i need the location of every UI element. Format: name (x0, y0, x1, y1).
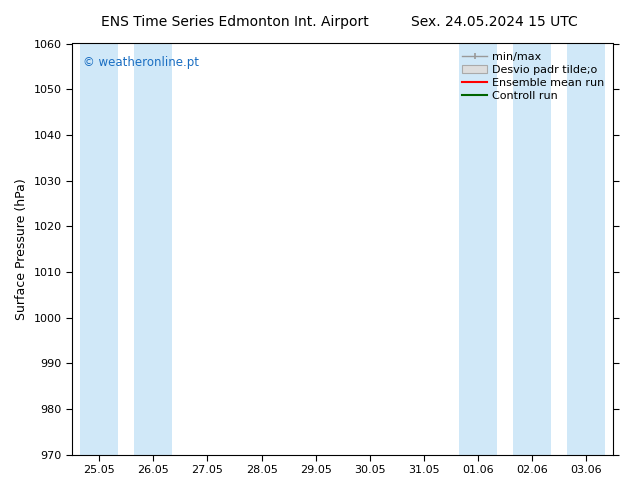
Bar (567, 44, 605, 455)
Bar (134, 44, 172, 455)
Y-axis label: Surface Pressure (hPa): Surface Pressure (hPa) (15, 178, 28, 320)
Legend: min/max, Desvio padr tilde;o, Ensemble mean run, Controll run: min/max, Desvio padr tilde;o, Ensemble m… (459, 49, 608, 104)
Text: © weatheronline.pt: © weatheronline.pt (83, 56, 199, 69)
Bar (81, 44, 118, 455)
Bar (514, 44, 551, 455)
Text: ENS Time Series Edmonton Int. Airport: ENS Time Series Edmonton Int. Airport (101, 15, 368, 29)
Bar (459, 44, 497, 455)
Text: Sex. 24.05.2024 15 UTC: Sex. 24.05.2024 15 UTC (411, 15, 578, 29)
